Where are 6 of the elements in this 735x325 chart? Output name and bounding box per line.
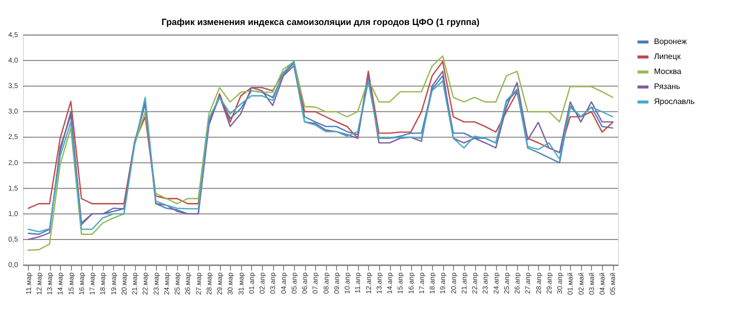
chart-title: График изменения индекса самоизоляции для городов ЦФО (1 группа) — [162, 17, 480, 27]
legend-label: Воронеж — [654, 37, 688, 46]
legend-label: Москва — [654, 67, 682, 76]
legend-label: Ярославль — [654, 97, 695, 106]
legend-label: Рязань — [654, 82, 680, 91]
legend-label: Липецк — [654, 52, 682, 61]
